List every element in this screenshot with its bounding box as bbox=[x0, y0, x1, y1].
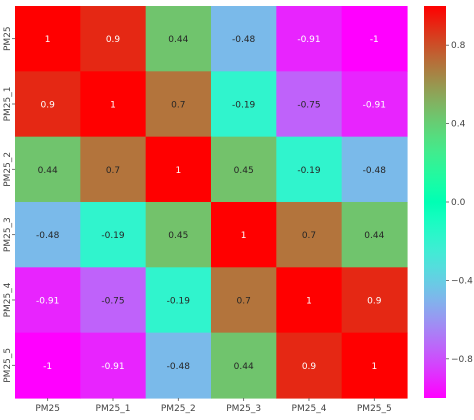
cell-annotation: 0.9 bbox=[367, 296, 382, 306]
cell-annotation: -0.91 bbox=[297, 35, 320, 45]
heatmap-cell bbox=[341, 332, 408, 399]
cell-annotation: 1 bbox=[45, 35, 51, 45]
heatmap-cell bbox=[276, 267, 343, 334]
cell-annotation: -0.19 bbox=[101, 231, 125, 241]
cell-annotation: 0.44 bbox=[364, 231, 384, 241]
y-tick-label: PM25_1 bbox=[3, 87, 13, 122]
cell-annotation: 0.44 bbox=[234, 362, 254, 372]
heatmap-cell bbox=[145, 6, 212, 72]
cell-annotation: 0.7 bbox=[302, 231, 316, 241]
cell-annotation: -0.19 bbox=[167, 296, 191, 306]
cell-annotation: 1 bbox=[110, 100, 116, 110]
heatmap-cell bbox=[341, 6, 408, 72]
colorbar-tick-label: 0.0 bbox=[451, 198, 466, 208]
heatmap-cell bbox=[15, 136, 81, 203]
colorbar bbox=[424, 6, 446, 398]
cell-annotation: -1 bbox=[43, 362, 52, 372]
y-tick-label: PM25 bbox=[3, 26, 13, 51]
heatmap-cell bbox=[341, 71, 408, 138]
cell-annotation: 1 bbox=[175, 166, 181, 176]
heatmap-cell bbox=[276, 136, 343, 203]
cell-annotation: 1 bbox=[241, 231, 247, 241]
y-tick-label: PM25_4 bbox=[3, 282, 13, 317]
colorbar-tick-label: −0.4 bbox=[451, 276, 473, 286]
y-tick-label: PM25_3 bbox=[3, 217, 13, 252]
heatmap-cell bbox=[210, 332, 277, 399]
x-tick-label: PM25_2 bbox=[161, 404, 196, 414]
cell-annotation: -0.91 bbox=[363, 100, 386, 110]
cell-annotation: 0.45 bbox=[168, 231, 188, 241]
heatmap-cell bbox=[15, 71, 81, 138]
heatmap-cell bbox=[145, 201, 212, 268]
heatmap-cell bbox=[341, 136, 408, 203]
cell-annotation: 0.7 bbox=[171, 100, 185, 110]
heatmap-cell bbox=[80, 71, 147, 138]
heatmap-cell bbox=[15, 332, 81, 399]
heatmap-cell bbox=[80, 332, 147, 399]
cell-annotation: -0.48 bbox=[363, 166, 387, 176]
heatmap-cell bbox=[80, 136, 147, 203]
cell-annotation: 0.7 bbox=[106, 166, 120, 176]
colorbar-tick-label: 0.8 bbox=[451, 41, 466, 51]
cell-annotation: -0.91 bbox=[36, 296, 59, 306]
cell-annotation: -0.19 bbox=[232, 100, 256, 110]
cell-annotation: 1 bbox=[371, 362, 377, 372]
cell-annotation: 0.9 bbox=[41, 100, 56, 110]
cell-annotation: 0.7 bbox=[236, 296, 250, 306]
x-tick-label: PM25_4 bbox=[292, 404, 327, 414]
cell-annotation: -0.48 bbox=[232, 35, 256, 45]
cell-annotation: 0.9 bbox=[106, 35, 121, 45]
heatmap-cell bbox=[15, 267, 81, 334]
cell-annotation: -0.75 bbox=[101, 296, 124, 306]
x-tick-label: PM25_3 bbox=[226, 404, 261, 414]
y-tick-label: PM25_2 bbox=[3, 152, 13, 187]
heatmap-cell bbox=[80, 267, 147, 334]
heatmap-cell bbox=[210, 201, 277, 268]
heatmap-cell bbox=[210, 267, 277, 334]
cell-annotation: 0.44 bbox=[168, 35, 188, 45]
heatmap-cell bbox=[276, 332, 343, 399]
cell-annotation: -0.75 bbox=[297, 100, 320, 110]
heatmap-cell bbox=[15, 201, 81, 268]
cell-annotation: 0.45 bbox=[234, 166, 254, 176]
x-tick-label: PM25_5 bbox=[357, 404, 392, 414]
heatmap-cell bbox=[276, 6, 343, 72]
cell-annotation: -0.19 bbox=[297, 166, 321, 176]
heatmap-cell bbox=[210, 6, 277, 72]
cell-annotation: -1 bbox=[370, 35, 379, 45]
cell-annotation: -0.91 bbox=[101, 362, 124, 372]
cell-annotation: 0.9 bbox=[302, 362, 317, 372]
cell-annotation: 0.44 bbox=[38, 166, 58, 176]
heatmap-cell bbox=[145, 136, 212, 203]
colorbar-tick-label: −0.8 bbox=[451, 355, 473, 365]
x-tick-label: PM25_1 bbox=[96, 404, 131, 414]
heatmap-cell bbox=[145, 267, 212, 334]
heatmap-cell bbox=[145, 71, 212, 138]
heatmap-cell bbox=[210, 136, 277, 203]
heatmap-cell bbox=[15, 6, 81, 72]
heatmap-cell bbox=[276, 71, 343, 138]
cell-annotation: 1 bbox=[306, 296, 312, 306]
heatmap-cell bbox=[80, 6, 147, 72]
y-tick-label: PM25_5 bbox=[3, 348, 13, 383]
heatmap-cell bbox=[145, 332, 212, 399]
heatmap-cell bbox=[210, 71, 277, 138]
x-tick-label: PM25 bbox=[35, 404, 60, 414]
cell-annotation: -0.48 bbox=[36, 231, 60, 241]
heatmap-cell bbox=[276, 201, 343, 268]
heatmap-cell bbox=[341, 201, 408, 268]
cell-annotation: -0.48 bbox=[167, 362, 191, 372]
colorbar-tick-label: 0.4 bbox=[451, 120, 466, 130]
heatmap-cell bbox=[80, 201, 147, 268]
heatmap-cell bbox=[341, 267, 408, 334]
